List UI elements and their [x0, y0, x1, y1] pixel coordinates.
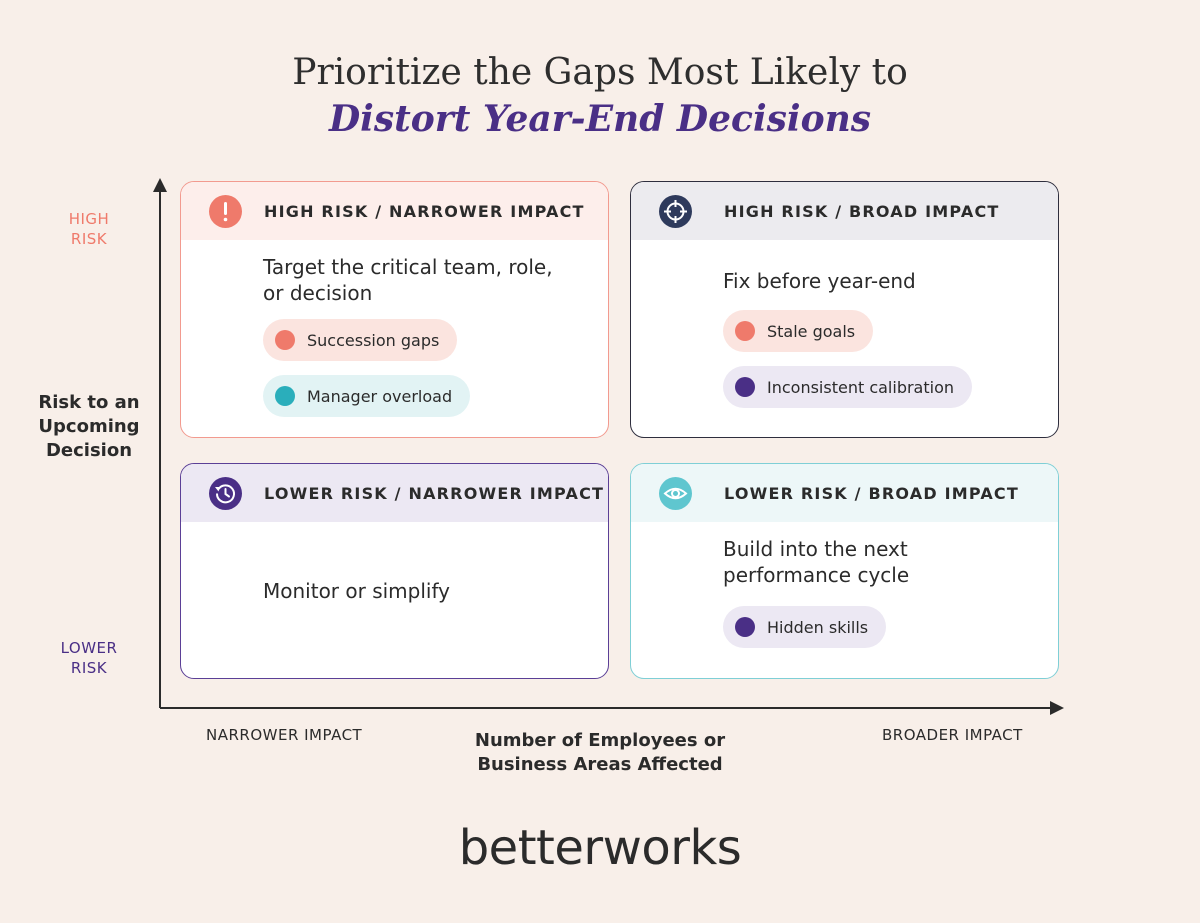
- y-axis-high-label: HIGH RISK: [68, 210, 110, 248]
- pill-list: Stale goals Inconsistent calibration: [723, 310, 1038, 408]
- quadrant-header: HIGH RISK / BROAD IMPACT: [631, 182, 1058, 240]
- pill-label: Succession gaps: [307, 330, 440, 350]
- quadrant-body: Monitor or simplify: [181, 522, 608, 604]
- x-axis-title: Number of Employees or Business Areas Af…: [474, 730, 726, 775]
- quadrant-high-risk-broad-impact: HIGH RISK / BROAD IMPACT Fix before year…: [630, 181, 1059, 438]
- quadrant-text: Build into the next performance cycle: [723, 537, 910, 587]
- eye-icon: [659, 476, 692, 510]
- dot-icon: [735, 617, 755, 637]
- quadrant-lower-risk-broad-impact: LOWER RISK / BROAD IMPACT Build into the…: [630, 463, 1059, 679]
- dot-icon: [735, 377, 755, 397]
- quadrant-header: LOWER RISK / NARROWER IMPACT: [181, 464, 608, 522]
- y-axis-title: Risk to an Upcoming Decision: [38, 392, 140, 461]
- quadrant-heading: HIGH RISK / NARROWER IMPACT: [264, 201, 585, 221]
- betterworks-logo: betterworks: [458, 820, 742, 876]
- exclamation-icon: [209, 194, 242, 228]
- pill-inconsistent-calibration: Inconsistent calibration: [723, 366, 972, 408]
- y-axis-low-label: LOWER RISK: [60, 639, 118, 677]
- quadrant-header: LOWER RISK / BROAD IMPACT: [631, 464, 1058, 522]
- quadrant-text: Target the critical team, role, or decis…: [263, 255, 553, 305]
- dot-icon: [275, 330, 295, 350]
- pill-stale-goals: Stale goals: [723, 310, 874, 352]
- crosshair-icon: [659, 194, 692, 228]
- pill-list: Hidden skills: [723, 606, 1038, 648]
- quadrant-header: HIGH RISK / NARROWER IMPACT: [181, 182, 608, 240]
- pill-label: Stale goals: [767, 321, 856, 341]
- pill-list: Succession gaps Manager overload: [263, 319, 588, 417]
- x-axis-right-label: BROADER IMPACT: [882, 726, 1023, 744]
- title-line-1: Prioritize the Gaps Most Likely to: [292, 52, 908, 93]
- quadrant-text: Fix before year-end: [723, 269, 916, 293]
- pill-succession-gaps: Succession gaps: [263, 319, 458, 361]
- x-axis-arrow: [1050, 701, 1064, 715]
- quadrant-heading: LOWER RISK / BROAD IMPACT: [724, 483, 1019, 503]
- quadrant-high-risk-narrower-impact: HIGH RISK / NARROWER IMPACT Target the c…: [180, 181, 609, 438]
- title: Prioritize the Gaps Most Likely to Disto…: [0, 50, 1200, 142]
- quadrant-body: Fix before year-end Stale goals Inconsis…: [631, 240, 1058, 408]
- quadrant-heading: HIGH RISK / BROAD IMPACT: [724, 201, 1000, 221]
- pill-manager-overload: Manager overload: [263, 375, 471, 417]
- history-icon: [209, 476, 242, 510]
- y-axis-arrow: [153, 178, 167, 192]
- quadrant-lower-risk-narrower-impact: LOWER RISK / NARROWER IMPACT Monitor or …: [180, 463, 609, 679]
- pill-label: Hidden skills: [767, 617, 869, 637]
- x-axis-left-label: NARROWER IMPACT: [206, 726, 363, 744]
- pill-label: Manager overload: [307, 386, 453, 406]
- dot-icon: [275, 386, 295, 406]
- pill-label: Inconsistent calibration: [767, 377, 954, 397]
- quadrant-heading: LOWER RISK / NARROWER IMPACT: [264, 483, 605, 503]
- quadrant-text: Monitor or simplify: [263, 579, 450, 603]
- quadrant-body: Target the critical team, role, or decis…: [181, 240, 608, 417]
- dot-icon: [735, 321, 755, 341]
- title-line-2: Distort Year-End Decisions: [328, 98, 872, 140]
- quadrant-body: Build into the next performance cycle Hi…: [631, 522, 1058, 648]
- pill-hidden-skills: Hidden skills: [723, 606, 887, 648]
